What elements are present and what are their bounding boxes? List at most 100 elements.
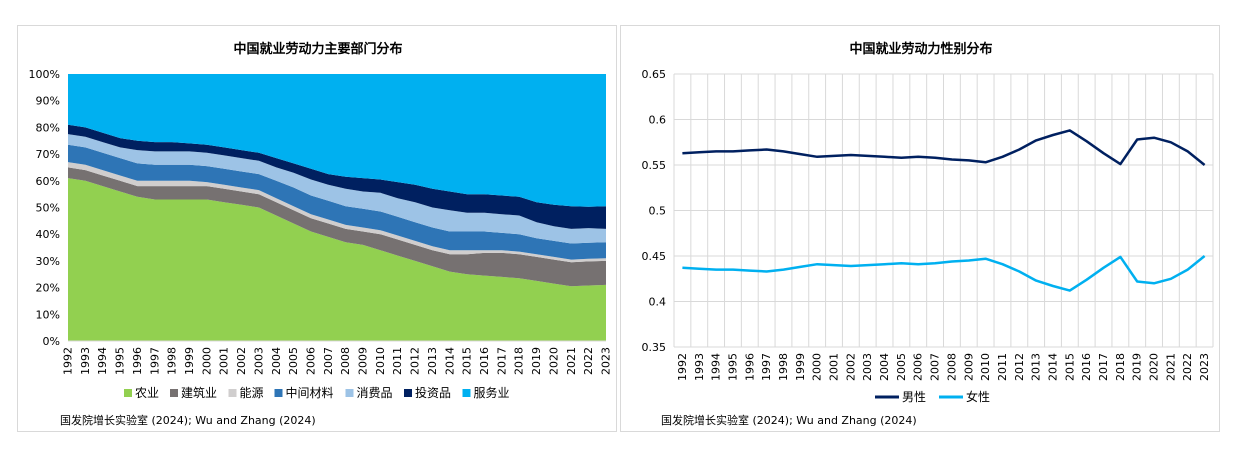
legend-swatch [404,389,412,397]
area-农业 [68,178,606,341]
legend-swatch [345,389,354,397]
y-tick-label: 50% [36,202,60,215]
x-tick-label: 2002 [235,347,248,375]
x-tick-label: 2006 [304,347,317,375]
gender-line-chart: 中国就业劳动力性别分布 0.35 0.4 0.45 0.5 0.55 0.6 0.65 19… [642,41,1214,427]
y-tick-label: 10% [36,308,60,321]
y-tick-label: 0.55 [642,159,667,172]
y-tick-label: 0.35 [642,341,667,354]
y-tick-label: 30% [36,255,60,268]
x-tick-label: 2010 [374,347,387,375]
sector-area-chart: 中国就业劳动力主要部门分布 0% 10% 20% 30% 40% 50% 60% 70% 80%… [29,41,613,427]
x-tick-label: 1997 [760,353,773,381]
area-建筑业 [68,167,606,287]
x-tick-label: 2011 [391,347,404,375]
y-tick-label: 90% [36,95,60,108]
legend-label: 投资品 [415,385,451,400]
legend-label: 男性 [902,390,926,404]
x-tick-label: 2005 [895,353,908,381]
x-tick-label: 2001 [828,353,841,381]
sector-chart-panel: 中国就业劳动力主要部门分布 0% 10% 20% 30% 40% 50% 60% 70% 80%… [17,25,617,432]
y-tick-label: 0.65 [642,68,667,81]
x-tick-label: 2022 [1181,353,1194,381]
legend-label: 消费品 [357,386,393,400]
x-tick-label: 2006 [912,353,925,381]
x-tick-label: 2000 [811,353,824,381]
area-消费品 [68,134,606,244]
x-tick-label: 2015 [1063,353,1076,381]
x-tick-label: 2023 [1198,353,1211,381]
y-tick-label: 0.5 [649,205,667,218]
x-tick-label: 1995 [726,353,739,381]
x-tick-label: 2003 [252,347,265,375]
legend-label: 服务业 [474,385,510,400]
x-tick-label: 2014 [1046,353,1059,381]
x-tick-label: 2008 [339,347,352,375]
x-tick-label: 2012 [1013,353,1026,381]
x-tick-label: 1992 [676,353,689,381]
x-tick-label: 2000 [200,347,213,375]
legend-swatch [228,389,237,397]
legend-label: 女性 [966,389,990,404]
x-tick-label: 2017 [1097,353,1110,381]
x-tick-label: 2010 [979,353,992,381]
legend-label: 农业 [135,386,159,400]
x-tick-label: 1993 [693,353,706,381]
y-tick-label: 80% [36,121,60,134]
x-tick-label: 1994 [96,347,109,375]
x-tick-label: 2015 [461,347,474,375]
x-tick-label: 2007 [929,353,942,381]
x-tick-label: 2023 [600,347,613,375]
line-男性 [682,129,1206,166]
y-tick-label: 0.4 [649,296,667,309]
line-女性 [682,255,1206,292]
x-tick-label: 2018 [513,347,526,375]
x-tick-label: 2016 [478,347,491,375]
x-tick-label: 1998 [777,353,790,381]
x-tick-label: 2005 [287,347,300,375]
y-tick-label: 0.6 [649,114,667,127]
x-tick-label: 2019 [1131,353,1144,381]
chart-title: 中国就业劳动力性别分布 [849,41,992,57]
x-tick-label: 2001 [218,347,231,375]
x-tick-label: 2009 [962,353,975,381]
x-tick-label: 2009 [357,347,370,375]
area-服务业 [68,74,606,207]
x-tick-label: 2020 [1148,353,1161,381]
x-tick-label: 2021 [565,347,578,375]
x-tick-label: 2003 [861,353,874,381]
x-tick-label: 2019 [530,347,543,375]
x-tick-label: 1996 [743,353,756,381]
x-tick-label: 2002 [844,353,857,381]
x-tick-label: 1999 [794,353,807,381]
x-tick-label: 1998 [166,347,179,375]
x-tick-label: 2007 [322,347,335,375]
chart-source: 国发院增长实验室 (2024); Wu and Zhang (2024) [661,413,917,427]
legend-label: 中间材料 [286,385,334,400]
y-tick-label: 60% [36,175,60,188]
legend-label: 能源 [240,386,264,400]
y-tick-label: 0.45 [642,250,667,263]
y-tick-label: 100% [29,68,60,81]
y-tick-label: 40% [36,228,60,241]
y-tick-label: 20% [36,282,60,295]
x-tick-label: 2014 [443,347,456,375]
legend-swatch [462,389,471,397]
x-tick-label: 2016 [1080,353,1093,381]
legend-swatch [170,389,178,397]
y-tick-label: 70% [36,148,60,161]
x-tick-label: 2004 [878,353,891,381]
area-投资品 [68,124,606,229]
gender-chart-panel: 中国就业劳动力性别分布 0.35 0.4 0.45 0.5 0.55 0.6 0.65 19… [620,25,1220,432]
x-tick-label: 1997 [148,347,161,375]
x-tick-label: 2020 [547,347,560,375]
legend-label: 建筑业 [181,385,217,400]
chart-title: 中国就业劳动力主要部门分布 [233,41,402,57]
x-tick-label: 2013 [1030,353,1043,381]
x-tick-label: 2018 [1114,353,1127,381]
x-tick-label: 1995 [114,347,127,375]
x-tick-label: 2004 [270,347,283,375]
x-tick-label: 1999 [183,347,196,375]
x-tick-label: 1992 [62,347,75,375]
x-tick-label: 2011 [996,353,1009,381]
